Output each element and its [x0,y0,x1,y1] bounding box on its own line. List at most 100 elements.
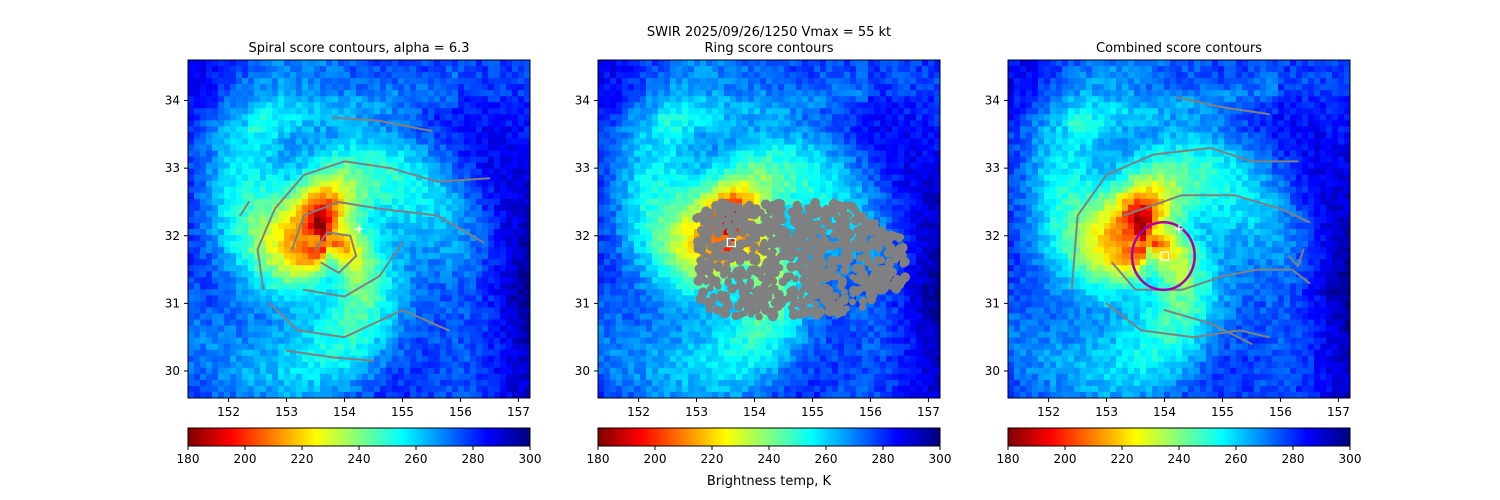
tb-cell [266,84,273,91]
tb-cell [212,265,219,272]
tb-cell [296,283,303,290]
tb-cell [760,120,767,127]
tb-cell [604,84,611,91]
tb-cell [356,235,363,242]
tb-cell [188,96,195,103]
tb-cell [676,126,683,134]
tb-cell [374,373,381,381]
tb-cell [260,60,267,67]
tb-cell [494,295,501,303]
tb-cell [464,222,471,230]
tb-cell [868,168,875,176]
tb-cell [386,114,393,121]
tb-cell [368,265,375,272]
tb-cell [628,156,635,164]
tb-cell [230,186,237,194]
tb-cell [452,84,459,91]
tb-cell [470,138,477,146]
tb-cell [634,222,641,230]
tb-cell [512,235,519,242]
tb-cell [610,102,617,109]
tb-cell [380,391,387,398]
tb-cell [512,84,519,91]
tb-cell [428,343,435,351]
tb-cell [368,247,375,254]
tb-cell [338,150,345,158]
tb-cell [212,385,219,393]
tb-cell [212,283,219,290]
tb-cell [790,138,797,146]
x-tick-label: 155 [391,405,414,419]
tb-cell [826,156,833,164]
tb-cell [524,379,530,387]
tb-cell [278,283,285,290]
tb-cell [664,162,671,170]
tb-cell [404,379,411,387]
tb-cell [892,96,899,103]
tb-cell [332,265,339,272]
tb-cell [916,126,923,134]
tb-cell [260,180,267,188]
tb-cell [712,150,719,158]
tb-cell [392,301,399,309]
tb-cell [676,241,683,248]
tb-cell [470,391,477,398]
tb-cell [814,192,821,200]
tb-cell [598,120,605,127]
tb-cell [880,162,887,170]
tb-cell [206,180,213,188]
tb-cell [470,289,477,296]
tb-cell [712,180,719,188]
tb-cell [700,144,707,152]
tb-cell [868,126,875,134]
tb-cell [458,186,465,194]
tb-cell [188,156,195,164]
tb-cell [628,216,635,224]
tb-cell [236,313,243,321]
tb-cell [386,289,393,296]
tb-cell [266,96,273,103]
tb-cell [808,78,815,85]
tb-cell [290,307,297,315]
tb-cell [922,235,929,242]
tb-cell [488,367,495,375]
tb-cell [700,174,707,182]
tb-cell [634,126,641,134]
tb-cell [416,108,423,115]
tb-cell [778,72,785,79]
tb-cell [506,108,513,115]
tb-cell [880,174,887,182]
tb-cell [464,210,471,218]
tb-cell [488,198,495,206]
tb-cell [476,337,483,345]
tb-cell [640,241,647,248]
tb-cell [730,150,737,158]
tb-cell [416,235,423,242]
tb-cell [506,126,513,134]
tb-cell [278,72,285,79]
tb-cell [518,144,525,152]
tb-cell [856,114,863,121]
tb-cell [362,241,369,248]
tb-cell [488,72,495,79]
tb-cell [482,156,489,164]
tb-cell [712,126,719,134]
tb-cell [410,66,417,73]
tb-cell [218,325,225,333]
tb-cell [524,60,530,67]
tb-cell [236,319,243,327]
tb-cell [742,150,749,158]
tb-cell [712,78,719,85]
tb-cell [350,102,357,109]
tb-cell [284,283,291,290]
tb-cell [706,162,713,170]
tb-cell [266,271,273,278]
tb-cell [404,84,411,91]
tb-cell [188,325,195,333]
tb-cell [598,102,605,109]
tb-cell [230,337,237,345]
tb-cell [622,198,629,206]
tb-cell [512,367,519,375]
tb-cell [706,66,713,73]
tb-cell [724,72,731,79]
